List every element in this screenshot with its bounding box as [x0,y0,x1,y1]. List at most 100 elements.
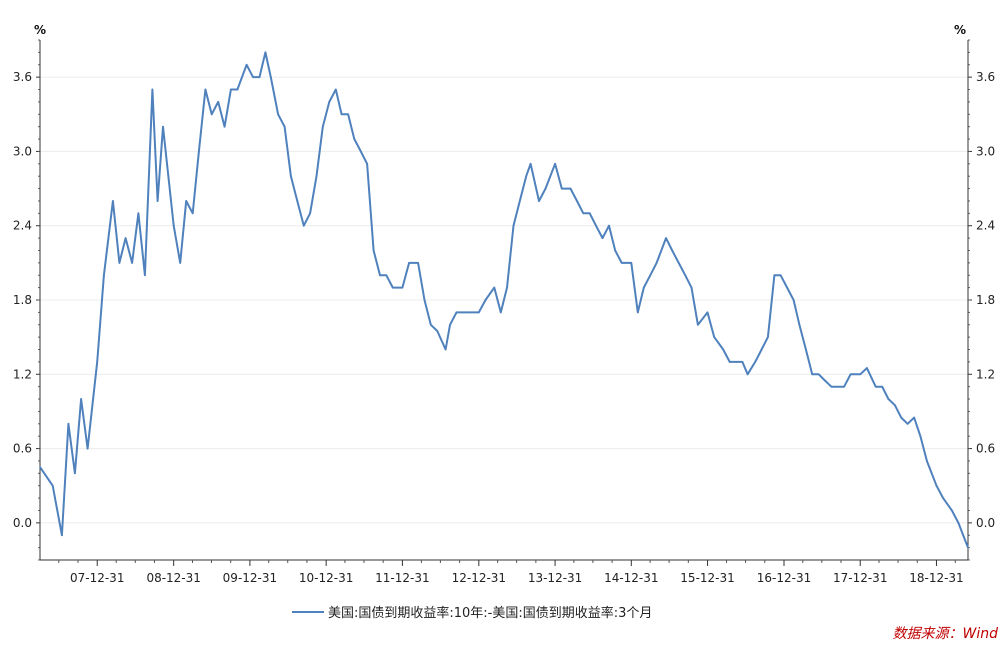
x-tick-label: 07-12-31 [70,571,124,585]
data-point [290,175,292,177]
x-tick-label: 09-12-31 [223,571,277,585]
data-point [124,237,127,239]
data-point [455,311,458,314]
data-point [760,348,763,351]
data-point [80,398,82,400]
data-point [746,373,749,376]
y-tick-label-left: 1.2 [13,367,32,381]
data-point [859,373,861,376]
data-point [881,385,883,388]
y-tick-label-left: 2.4 [13,219,32,233]
data-point [595,224,597,227]
series-line [39,51,969,548]
x-tick-label: 15-12-31 [680,571,734,585]
y-tick-label-left: 3.0 [13,144,32,158]
y-tick-label-left: 0.6 [13,442,32,456]
data-point [144,274,146,277]
data-point [529,163,532,165]
data-point [417,262,419,264]
data-point [103,274,105,277]
legend-line-swatch [292,610,324,613]
axis-labels: 0.0 0.0 0.6 0.6 1.2 1.2 1.8 1.8 2.4 2.4 3.0 3.0 3.6 3… [13,23,995,585]
data-point [665,237,667,239]
data-point [706,311,709,314]
data-point [837,385,839,388]
data-point [874,385,877,388]
data-point [697,324,699,326]
data-point [385,274,388,277]
source-note: 数据来源：Wind [892,626,999,642]
data-point [401,286,404,289]
legend: 美国:国债到期收益率:10年:-美国:国债到期收益率:3个月 [292,602,652,621]
data-point [283,125,286,128]
data-point [112,200,114,202]
data-point [372,249,375,252]
x-tick-label: 13-12-31 [528,571,582,585]
data-point [722,348,724,351]
data-point [245,64,248,66]
y-tick-label-right: 0.0 [976,516,995,530]
data-point [684,274,686,277]
data-point [315,175,318,177]
data-point [754,361,756,363]
data-point [608,224,610,227]
data-point [792,299,795,301]
data-point [773,274,776,277]
data-point [191,212,194,215]
data-point [713,336,715,338]
data-point [493,286,496,289]
series-layer [39,51,969,549]
data-point [919,435,922,438]
x-tick-label: 11-12-31 [375,571,429,585]
data-point [582,212,585,215]
data-point [786,286,788,289]
data-point [935,484,938,487]
data-point [172,224,175,227]
data-point [328,101,331,103]
data-point [296,200,299,202]
data-point [649,274,652,277]
data-point [817,373,820,376]
data-point [430,324,432,326]
data-point [554,163,556,165]
data-point [677,262,680,264]
y-tick-label-left: 0.0 [13,516,32,530]
data-point [360,150,362,153]
y-unit-right: % [954,23,966,37]
data-point [913,416,915,419]
data-point [303,224,305,227]
data-point [436,330,439,332]
data-point [96,361,98,363]
data-point [408,262,410,264]
data-point [423,299,426,301]
data-point [67,423,70,425]
data-point [347,113,349,116]
data-point [468,311,471,314]
data-point [538,200,540,202]
data-point [162,125,164,128]
data-point [798,324,801,326]
data-point [512,224,515,227]
data-point [74,472,76,475]
data-point [643,286,645,289]
data-point [637,311,639,314]
data-point [894,404,896,407]
data-point [264,51,267,54]
data-point [735,361,737,363]
data-point [322,125,324,128]
data-point [500,311,502,314]
data-point [461,311,464,314]
y-tick-label-left: 1.8 [13,293,32,307]
data-point [61,534,63,536]
data-point [51,484,54,487]
data-point [866,367,868,369]
data-point [805,348,807,351]
data-point [309,212,311,215]
data-point [614,249,616,252]
data-point [444,348,447,351]
data-point [353,138,356,140]
y-unit-left: % [34,23,46,37]
x-tick-label: 17-12-31 [833,571,887,585]
data-point [131,262,133,264]
